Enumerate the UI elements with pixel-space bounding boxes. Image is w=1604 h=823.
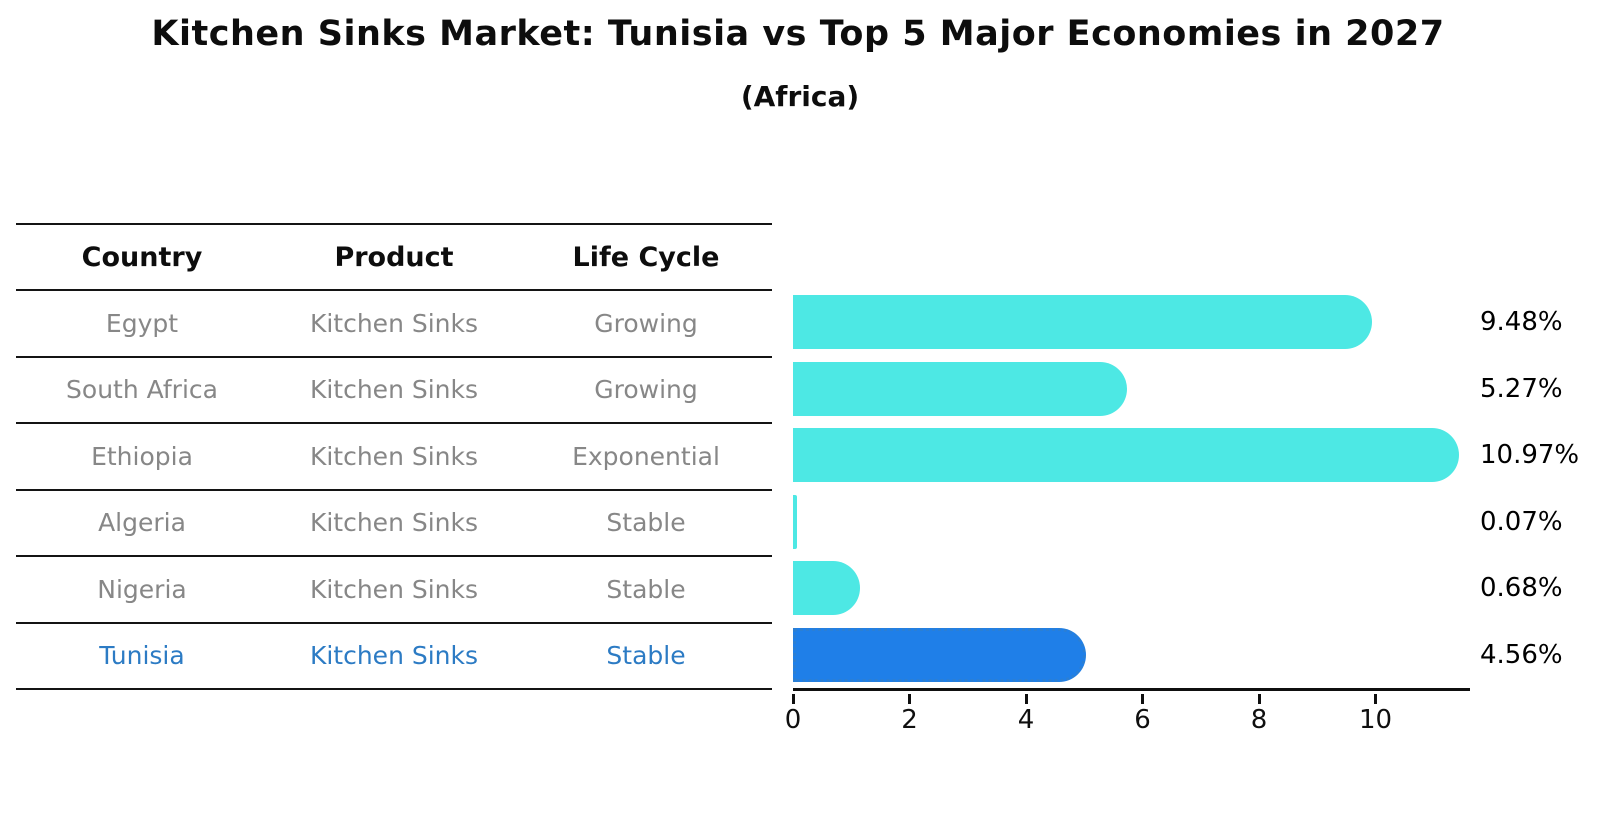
x-tick-label: 2: [901, 705, 918, 735]
x-tick-mark: [1024, 694, 1028, 704]
table-row-south-africa: South Africa Kitchen Sinks Growing: [16, 355, 772, 423]
cell-product: Kitchen Sinks: [309, 441, 479, 471]
cell-product: Kitchen Sinks: [309, 508, 479, 538]
cell-country: South Africa: [66, 375, 218, 405]
country-info-table: Country Product Life Cycle Egypt Kitchen …: [16, 223, 772, 690]
x-axis: 0 2 4 6 8 10: [785, 688, 1470, 735]
x-tick-label: 4: [1017, 705, 1035, 735]
x-tick-mark: [1257, 694, 1261, 704]
cell-country: Egypt: [105, 308, 179, 338]
cell-life-cycle: Growing: [594, 375, 698, 405]
bar-nigeria: [793, 561, 860, 616]
table-header-life-cycle: Life Cycle: [572, 241, 720, 273]
value-label-south-africa: 5.27%: [1480, 373, 1563, 404]
table-row-ethiopia: Ethiopia Kitchen Sinks Exponential: [16, 422, 772, 489]
cell-country: Algeria: [98, 508, 186, 538]
x-tick-label: 10: [1358, 705, 1393, 735]
x-tick-label: 8: [1250, 705, 1268, 735]
cell-life-cycle: Stable: [606, 574, 686, 604]
cell-life-cycle: Stable: [606, 641, 686, 671]
bar-egypt: [793, 295, 1373, 350]
table-row-tunisia: Tunisia Kitchen Sinks Stable: [16, 621, 772, 689]
cell-country: Ethiopia: [91, 441, 193, 471]
cell-product: Kitchen Sinks: [309, 308, 479, 338]
chart-title: Kitchen Sinks Market: Tunisia vs Top 5 M…: [151, 14, 1445, 54]
bar-tunisia: [793, 627, 1086, 682]
chart-subtitle: (Africa): [740, 80, 860, 113]
table-header-row: Country Product Life Cycle: [16, 223, 772, 289]
bar-ethiopia: [793, 428, 1459, 483]
value-label-egypt: 9.48%: [1480, 307, 1563, 338]
x-tick-mark: [1141, 694, 1144, 704]
x-tick-mark: [1374, 694, 1377, 704]
bar-algeria: [793, 494, 798, 549]
x-tick-label: 6: [1134, 705, 1151, 735]
table-header-country: Country: [81, 241, 203, 273]
cell-country: Nigeria: [97, 574, 187, 604]
cell-product: Kitchen Sinks: [309, 375, 479, 405]
cell-life-cycle: Growing: [594, 308, 698, 338]
cell-life-cycle: Stable: [606, 508, 686, 538]
cell-life-cycle: Exponential: [572, 441, 720, 471]
value-label-ethiopia: 10.97%: [1480, 440, 1580, 471]
x-tick-mark: [791, 694, 795, 704]
table-row-egypt: Egypt Kitchen Sinks Growing: [16, 289, 772, 356]
cell-product: Kitchen Sinks: [309, 641, 479, 671]
value-label-tunisia: 4.56%: [1480, 639, 1563, 670]
value-label-algeria: 0.07%: [1480, 506, 1563, 537]
table-row-nigeria: Nigeria Kitchen Sinks Stable: [16, 555, 772, 622]
cell-product: Kitchen Sinks: [309, 574, 479, 604]
value-label-nigeria: 0.68%: [1480, 573, 1563, 604]
cell-country: Tunisia: [99, 641, 185, 671]
table-header-product: Product: [334, 241, 454, 273]
x-tick-mark: [908, 694, 911, 704]
table-row-algeria: Algeria Kitchen Sinks Stable: [16, 488, 772, 556]
x-tick-label: 0: [784, 705, 802, 735]
bar-south-africa: [793, 361, 1127, 416]
